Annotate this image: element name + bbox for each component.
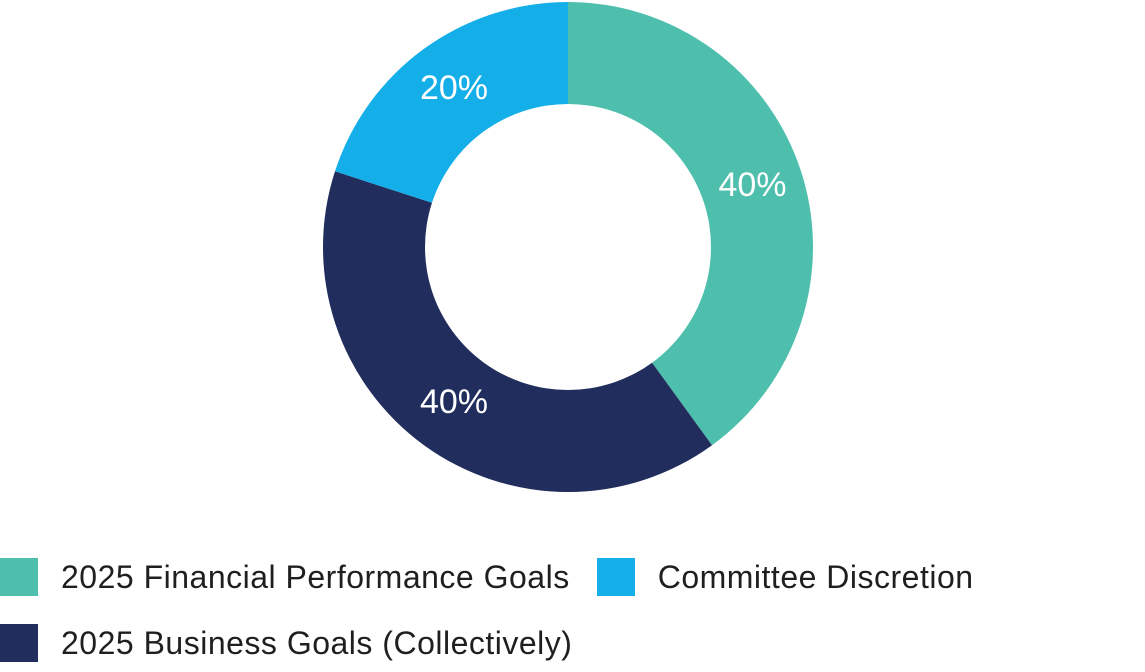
donut-slice-2025-business-goals-collectively [322,171,713,492]
legend-row-2: 2025 Business Goals (Collectively) [0,624,1145,662]
legend-label: Committee Discretion [657,559,974,595]
legend-label: 2025 Financial Performance Goals [61,559,570,595]
legend-label: 2025 Business Goals (Collectively) [61,625,573,661]
donut-chart: 40% 40% 20% [322,2,813,492]
slice-data-label-committee-discretion: 20% [420,69,488,107]
legend-item-2025-business-goals-collectively: 2025 Business Goals (Collectively) [0,624,572,662]
donut-slice-2025-financial-performance-goals [568,2,813,446]
slice-data-label-2025-business-goals-collectively: 40% [420,383,488,421]
legend-swatch-icon [0,558,38,596]
legend-row-1: 2025 Financial Performance Goals Committe… [0,558,1145,596]
legend-swatch-icon [596,558,635,596]
legend-swatch-icon [0,624,38,662]
donut-slice-committee-discretion [334,2,568,203]
chart-legend: 2025 Financial Performance Goals Committe… [0,558,1145,672]
legend-item-2025-financial-performance-goals: 2025 Financial Performance Goals [0,558,570,596]
legend-item-committee-discretion: Committee Discretion [596,558,974,596]
slice-data-label-2025-financial-performance-goals: 40% [718,166,786,204]
